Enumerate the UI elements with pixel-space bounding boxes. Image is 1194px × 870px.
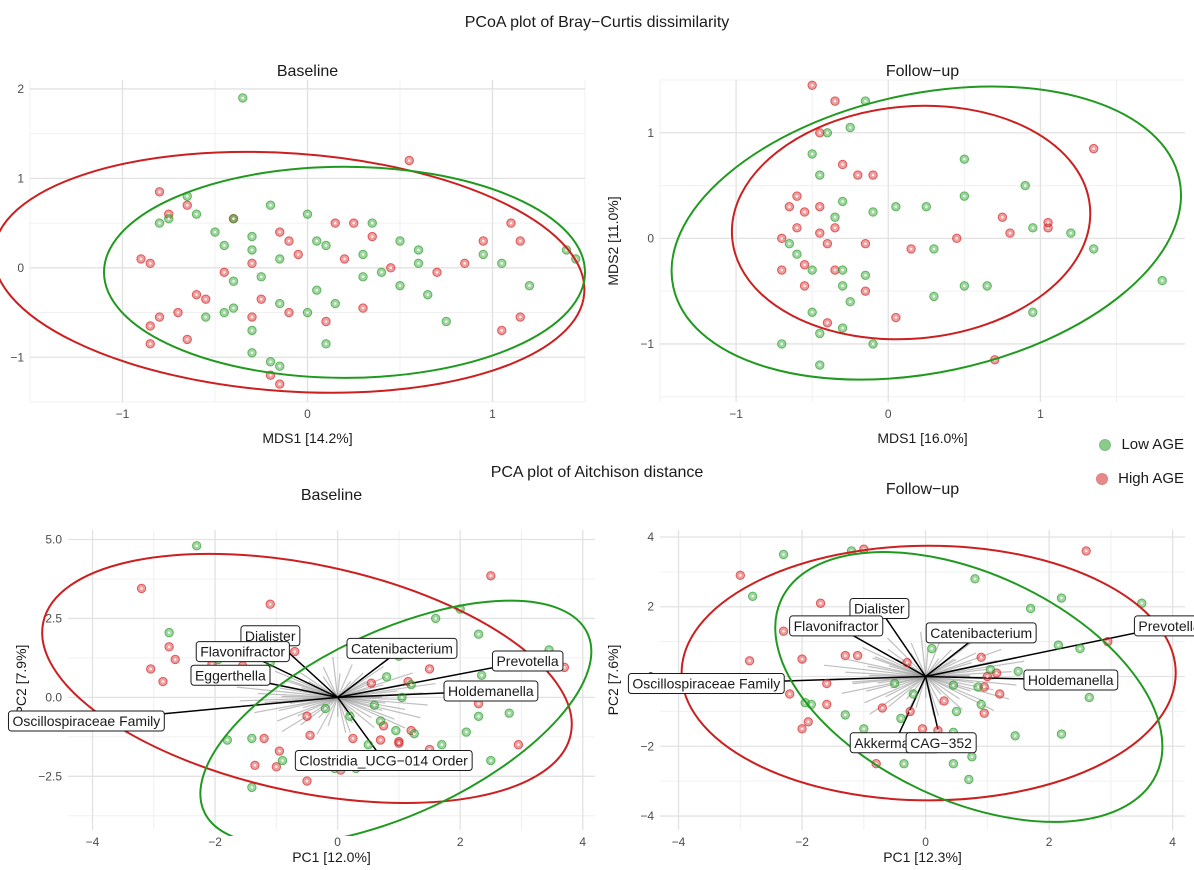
y-tick-label: −1 bbox=[640, 337, 654, 351]
loading-label: Prevotella bbox=[492, 651, 562, 671]
x-axis-label: PC1 [12.0%] bbox=[292, 849, 371, 865]
x-tick-label: −1 bbox=[729, 407, 743, 421]
chart-panel-2: −1 0 1 −1 0 1 Follow−up MDS1 [16.0%] MDS2 [11.0%… bbox=[605, 43, 1194, 446]
x-tick-label: 0 bbox=[304, 407, 311, 421]
ellipse-high-age bbox=[20, 511, 595, 846]
loading-label-text: Flavonifractor bbox=[794, 618, 879, 634]
chart-panel-1: −101−1012BaselineMDS1 [14.2%]MDS2 [10.8%… bbox=[0, 63, 593, 446]
ellipse-low-age bbox=[104, 167, 585, 378]
loading-label-text: Prevotella bbox=[496, 653, 558, 669]
loading-label-text: Catenibacterium bbox=[930, 625, 1032, 641]
x-tick-label: 4 bbox=[1169, 835, 1176, 849]
loading-label-text: CAG−352 bbox=[910, 735, 972, 751]
loading-label: Holdemanella bbox=[1024, 670, 1118, 690]
x-tick-label: 2 bbox=[457, 835, 464, 849]
y-tick-label: 0.0 bbox=[45, 690, 62, 704]
x-tick-label: −1 bbox=[116, 407, 130, 421]
x-tick-label: 0 bbox=[922, 835, 929, 849]
x-axis-label: MDS1 [16.0%] bbox=[877, 430, 967, 446]
x-tick-label: −4 bbox=[86, 835, 100, 849]
y-tick-label: 2.5 bbox=[45, 611, 62, 625]
y-tick-label: 2 bbox=[647, 600, 654, 614]
loading-label: Flavonifractor bbox=[790, 616, 883, 636]
y-tick-label: 4 bbox=[647, 530, 654, 544]
loading-label-text: Holdemanella bbox=[1028, 672, 1114, 688]
x-tick-label: 0 bbox=[885, 407, 892, 421]
panel-title: Baseline bbox=[301, 487, 362, 504]
loading-label-text: Prevotella bbox=[1138, 618, 1194, 634]
ellipse-low-age bbox=[644, 43, 1194, 423]
y-axis-label: MDS2 [11.0%] bbox=[605, 196, 621, 285]
loading-label-text: Eggerthella bbox=[195, 667, 266, 683]
x-tick-label: 1 bbox=[1037, 407, 1044, 421]
y-tick-label: −2.5 bbox=[38, 769, 62, 783]
loading-label-text: Catenibacterium bbox=[351, 640, 453, 656]
y-tick-label: −1 bbox=[10, 350, 24, 364]
loading-label: Catenibacterium bbox=[926, 623, 1036, 643]
y-tick-label: 1 bbox=[17, 171, 24, 185]
panel-title: Follow−up bbox=[886, 63, 959, 80]
x-tick-label: 2 bbox=[1046, 835, 1053, 849]
panel-title: Follow−up bbox=[886, 481, 959, 498]
y-tick-label: 2 bbox=[17, 82, 24, 96]
loading-label: Eggerthella bbox=[191, 665, 270, 685]
loading-label: Catenibacterium bbox=[347, 638, 457, 658]
ellipse-high-age bbox=[0, 133, 593, 412]
x-tick-label: −4 bbox=[672, 835, 686, 849]
ellipse-low-age bbox=[166, 550, 627, 870]
loading-label: Prevotella bbox=[1134, 616, 1194, 636]
loading-label: Flavonifractor bbox=[196, 642, 289, 662]
loading-label: Clostridia_UCG−014 Order bbox=[295, 751, 472, 771]
y-tick-label: −2 bbox=[640, 739, 654, 753]
x-tick-label: 4 bbox=[579, 835, 586, 849]
y-axis-label: PC2 [7.6%] bbox=[605, 645, 621, 716]
x-tick-label: 1 bbox=[489, 407, 496, 421]
loading-label-text: Oscillospiraceae Family bbox=[12, 713, 160, 729]
y-tick-label: 5.0 bbox=[45, 532, 62, 546]
grid bbox=[30, 80, 585, 402]
grid bbox=[660, 80, 1185, 402]
loading-label-text: Flavonifractor bbox=[200, 644, 285, 660]
loading-label-text: Holdemanella bbox=[448, 683, 534, 699]
x-tick-label: 0 bbox=[334, 835, 341, 849]
y-tick-label: −4 bbox=[640, 809, 654, 823]
loading-label: Holdemanella bbox=[444, 681, 538, 701]
loading-label-text: Oscillospiraceae Family bbox=[632, 675, 780, 691]
x-tick-label: −2 bbox=[208, 835, 222, 849]
loading-label: Oscillospiraceae Family bbox=[8, 711, 164, 731]
points bbox=[778, 81, 1167, 369]
x-tick-label: −2 bbox=[795, 835, 809, 849]
plot-area bbox=[644, 43, 1194, 423]
loading-label: CAG−352 bbox=[906, 733, 976, 753]
x-axis-label: PC1 [12.3%] bbox=[883, 849, 962, 865]
plot-area bbox=[0, 94, 593, 412]
y-axis-label: PC2 [7.9%] bbox=[13, 645, 29, 716]
y-tick-label: 1 bbox=[647, 126, 654, 140]
loading-label-text: Clostridia_UCG−014 Order bbox=[299, 753, 468, 769]
points bbox=[137, 94, 580, 389]
loading-label-text: Dialister bbox=[854, 600, 905, 616]
y-tick-label: 0 bbox=[647, 231, 654, 245]
x-axis-label: MDS1 [14.2%] bbox=[262, 430, 352, 446]
chart-panel-3: −4 −2 0 2 4 −2.5 0.0 2.5 5.0 Baseline PC1 [12.0%] P… bbox=[8, 487, 626, 870]
loading-label: Oscillospiraceae Family bbox=[628, 673, 784, 693]
panel-title: Baseline bbox=[277, 63, 338, 80]
y-tick-label: 0 bbox=[17, 261, 24, 275]
